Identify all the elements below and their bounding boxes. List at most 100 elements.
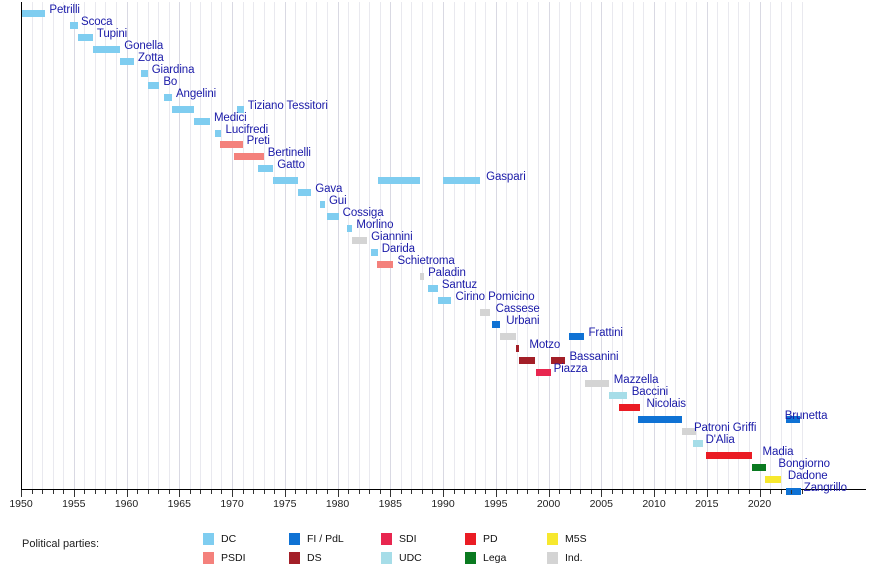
timeline-bar[interactable] (568, 332, 585, 340)
timeline-row[interactable]: Gatto (21, 159, 866, 178)
timeline-bar[interactable] (234, 153, 264, 161)
timeline-row[interactable]: Nicolais (21, 398, 866, 417)
axis-tick (622, 490, 624, 494)
timeline-bar[interactable] (518, 356, 535, 364)
timeline-bar[interactable] (171, 105, 194, 113)
timeline-row[interactable]: Darida (21, 243, 866, 262)
axis-tick (358, 490, 360, 494)
timeline-bar[interactable] (550, 356, 566, 364)
timeline-row[interactable]: Schietroma (21, 255, 866, 274)
timeline-bar[interactable] (92, 45, 121, 53)
timeline-bar[interactable] (377, 177, 420, 185)
timeline-bar[interactable] (585, 380, 609, 388)
timeline-bar[interactable] (693, 440, 703, 448)
timeline-bar[interactable] (220, 141, 243, 149)
timeline-bar[interactable] (77, 33, 93, 41)
timeline-row[interactable]: Brunetta (21, 410, 866, 429)
timeline-bar[interactable] (120, 57, 134, 65)
timeline-bar[interactable] (352, 237, 368, 245)
timeline-bar[interactable] (764, 476, 781, 484)
timeline-row[interactable]: Cirino Pomicino (21, 291, 866, 310)
timeline-bar[interactable] (164, 93, 172, 101)
timeline-bar[interactable] (215, 129, 222, 137)
timeline-row[interactable]: Mazzella (21, 374, 866, 393)
timeline-bar[interactable] (319, 201, 325, 209)
timeline-bar[interactable] (141, 69, 148, 77)
timeline-row[interactable]: Madia (21, 446, 866, 465)
gridline (770, 2, 772, 490)
axis-tick (316, 490, 318, 494)
timeline-bar[interactable] (346, 225, 353, 233)
timeline-row[interactable]: Medici (21, 112, 866, 131)
timeline-row[interactable]: D'Alia (21, 434, 866, 453)
gridline (200, 2, 202, 490)
timeline-bar[interactable] (437, 296, 452, 304)
timeline-bar[interactable] (371, 249, 378, 256)
axis-tick (63, 490, 65, 494)
timeline-bar[interactable] (608, 392, 627, 400)
axis-tick (727, 490, 729, 494)
timeline-bar[interactable] (258, 165, 274, 173)
timeline-row[interactable]: Bo (21, 76, 866, 95)
timeline-row[interactable]: Zangrillo (21, 482, 866, 501)
gridline (580, 2, 582, 490)
timeline-row[interactable]: Giannini (21, 231, 866, 250)
timeline-bar[interactable] (22, 10, 46, 17)
timeline-row[interactable]: Frattini (21, 327, 866, 346)
timeline-row[interactable]: Bongiorno (21, 458, 866, 477)
timeline-row[interactable]: Tupini (21, 28, 866, 47)
timeline-row[interactable]: Tiziano Tessitori (21, 99, 866, 119)
timeline-row[interactable]: Dadone (21, 470, 866, 489)
timeline-row[interactable]: Gaspari (21, 171, 866, 190)
timeline-bar[interactable] (376, 260, 394, 268)
timeline-bar[interactable] (515, 344, 519, 352)
timeline-row[interactable]: Gava (21, 183, 866, 202)
timeline-row[interactable]: Baccini (21, 386, 866, 405)
timeline-row[interactable]: Morlino (21, 219, 866, 238)
timeline-row[interactable]: Cossiga (21, 207, 866, 226)
timeline-bar[interactable] (273, 177, 299, 185)
timeline-bar[interactable] (194, 117, 210, 125)
timeline-bar[interactable] (499, 332, 516, 340)
timeline-bar[interactable] (785, 488, 801, 495)
timeline-bar[interactable] (428, 284, 438, 292)
timeline-bar[interactable] (443, 177, 480, 185)
axis-tick (168, 490, 170, 494)
row-label: Tiziano Tessitori (247, 99, 328, 112)
timeline-bar[interactable] (638, 416, 683, 424)
timeline-row[interactable]: Bassanini (21, 351, 866, 370)
timeline-bar[interactable] (69, 21, 78, 29)
timeline-bar[interactable] (619, 404, 641, 412)
timeline-row[interactable]: Paladin (21, 267, 866, 286)
timeline-bar[interactable] (298, 189, 312, 197)
timeline-bar[interactable] (491, 320, 500, 328)
timeline-bar[interactable] (237, 105, 244, 113)
timeline-row[interactable]: Scoca (21, 16, 866, 35)
timeline-row[interactable]: Santuz (21, 279, 866, 298)
timeline-bar[interactable] (147, 81, 160, 89)
timeline-row[interactable]: Urbani (21, 315, 866, 334)
timeline-row[interactable]: Petrilli (21, 4, 866, 23)
timeline-row[interactable]: Gonella (21, 40, 866, 59)
timeline-row[interactable]: Lucifredi (21, 124, 866, 143)
gridline (348, 2, 350, 490)
timeline-row[interactable]: Motzo (21, 339, 866, 358)
timeline-bar[interactable] (752, 464, 766, 472)
timeline-row[interactable]: Preti (21, 135, 866, 154)
timeline-row[interactable]: Patroni Griffi (21, 422, 866, 441)
timeline-bar[interactable] (419, 272, 424, 280)
timeline-row[interactable]: Gui (21, 195, 866, 214)
legend-color-swatch (289, 533, 300, 545)
timeline-row[interactable]: Bertinelli (21, 147, 866, 166)
timeline-bar[interactable] (705, 452, 753, 460)
timeline-row[interactable]: Giardina (21, 64, 866, 83)
timeline-bar[interactable] (682, 428, 697, 436)
timeline-bar[interactable] (785, 416, 800, 424)
timeline-bar[interactable] (326, 213, 339, 221)
timeline-bar[interactable] (479, 308, 491, 316)
timeline-row[interactable]: Cassese (21, 303, 866, 322)
timeline-bar[interactable] (535, 368, 551, 376)
timeline-row[interactable]: Zotta (21, 52, 866, 71)
timeline-row[interactable]: Piazza (21, 363, 866, 382)
timeline-row[interactable]: Angelini (21, 88, 866, 107)
